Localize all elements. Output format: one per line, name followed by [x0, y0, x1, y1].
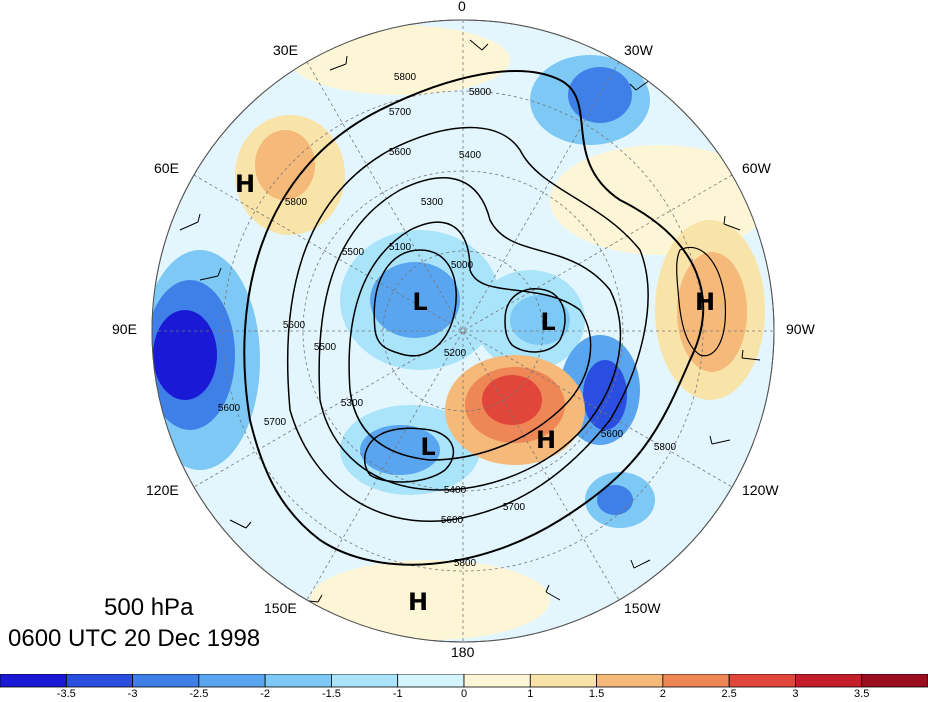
longitude-label-120e: 120E	[146, 482, 179, 498]
longitude-label-150w: 150W	[624, 600, 661, 616]
colorbar-tick-label: 3	[792, 688, 799, 700]
colorbar-tick-label: -3.5	[56, 688, 76, 700]
low-center: L	[420, 433, 435, 461]
longitude-label-60w: 60W	[742, 160, 771, 176]
low-center: L	[540, 308, 555, 336]
contour-label: 5600	[389, 147, 412, 158]
contour-label: 5800	[454, 558, 477, 569]
colorbar-swatch	[728, 674, 796, 688]
contour-label: 5300	[341, 398, 364, 409]
high-center: H	[695, 288, 715, 316]
contour-label: 5800	[394, 72, 417, 83]
high-center: H	[408, 588, 428, 616]
contour-label: 5800	[285, 197, 308, 208]
low-center: L	[412, 288, 427, 316]
colorbar-tick-label: 1	[527, 688, 534, 700]
graticule	[152, 20, 774, 642]
colorbar-swatch	[132, 674, 200, 688]
longitude-label-30e: 30E	[273, 42, 298, 58]
contour-labels: 5800 5800 5700 5600 5500 5400 5300 5200 …	[218, 72, 677, 569]
contour-label: 5300	[421, 197, 444, 208]
longitude-label-150e: 150E	[264, 600, 297, 616]
longitude-label-90w: 90W	[786, 321, 815, 337]
contour-label: 5400	[459, 150, 482, 161]
contour-label: 5600	[218, 403, 241, 414]
colorbar-tick-label: 2.5	[721, 688, 737, 700]
colorbar-tick-label: 2	[659, 688, 666, 700]
contour-label: 5700	[264, 417, 287, 428]
colorbar-swatch	[397, 674, 465, 688]
contour-label: 5100	[389, 242, 412, 253]
colorbar-tick-label: -2	[260, 688, 271, 700]
longitude-label-90e: 90E	[112, 321, 137, 337]
contour-label: 5800	[654, 442, 677, 453]
colorbar-swatch	[264, 674, 332, 688]
colorbar-tick-label: 0	[460, 688, 468, 700]
longitude-label-120w: 120W	[742, 482, 779, 498]
colorbar-swatch	[331, 674, 399, 688]
height-contours	[243, 70, 727, 566]
longitude-label-180: 180	[451, 644, 475, 660]
contour-label: 5700	[503, 502, 526, 513]
high-center: H	[235, 170, 255, 198]
contour-label: 5600	[283, 320, 306, 331]
colorbar-tick-label: -2.5	[189, 688, 209, 700]
colorbar-tick-label: 3.5	[854, 688, 870, 700]
colorbar-swatch	[861, 674, 928, 688]
contour-label: 5600	[441, 515, 464, 526]
anomaly-shading	[152, 25, 770, 640]
pressure-level-caption: 500 hPa	[104, 594, 194, 621]
contour-label: 5000	[451, 260, 474, 271]
colorbar-tick-label: -1.5	[321, 688, 341, 700]
colorbar-swatch	[65, 674, 133, 688]
colorbar-swatch	[463, 674, 531, 688]
colorbar-tick-label: -3	[127, 688, 138, 700]
colorbar-tick-label: -1	[392, 688, 403, 700]
pressure-centers: L L L H H H H	[235, 170, 715, 616]
contour-label: 5500	[314, 342, 337, 353]
colorbar-swatch	[0, 674, 67, 688]
contour-label: 5700	[389, 107, 412, 118]
contour-label: 5800	[469, 87, 492, 98]
colorbar-tick-label: 1.5	[588, 688, 605, 700]
colorbar-swatch	[662, 674, 730, 688]
longitude-label-60e: 60E	[154, 160, 179, 176]
contour-label: 5200	[444, 348, 467, 359]
colorbar-swatch	[198, 674, 266, 688]
longitude-label-30w: 30W	[624, 42, 653, 58]
colorbar-swatch	[596, 674, 664, 688]
colorbar	[0, 674, 928, 688]
contour-label: 5400	[444, 485, 467, 496]
colorbar-swatch	[529, 674, 597, 688]
contour-label: 5600	[601, 429, 624, 440]
contour-label: 5500	[342, 247, 365, 258]
colorbar-swatch	[795, 674, 863, 688]
high-center: H	[536, 426, 556, 454]
longitude-label-0: 0	[458, 0, 466, 14]
valid-time-caption: 0600 UTC 20 Dec 1998	[8, 625, 261, 652]
